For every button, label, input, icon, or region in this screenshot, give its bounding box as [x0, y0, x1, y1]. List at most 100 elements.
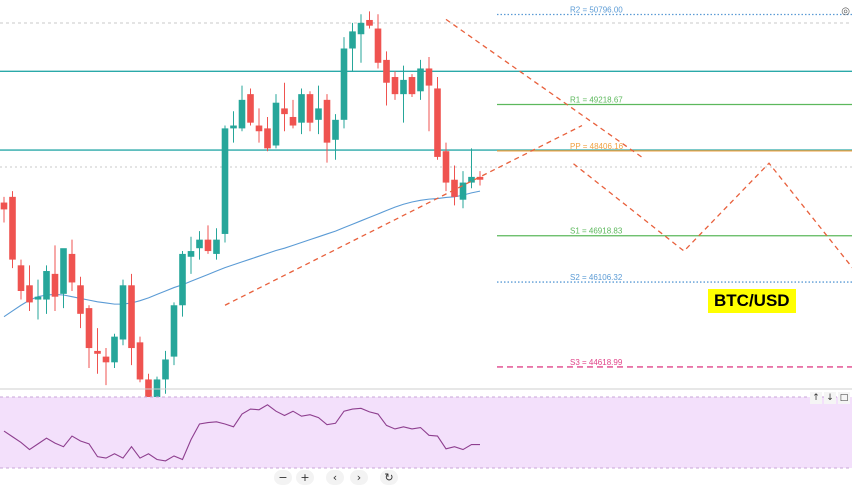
candle-body — [417, 68, 424, 92]
settings-icon[interactable]: ◎ — [841, 6, 850, 17]
candle — [221, 125, 229, 243]
candle — [111, 333, 118, 369]
candle-body — [60, 248, 67, 294]
candle — [162, 350, 169, 394]
candle-body — [111, 336, 118, 363]
candle-body — [170, 305, 178, 357]
candle — [417, 59, 424, 100]
candle-body — [306, 94, 314, 123]
candle — [264, 116, 271, 152]
candle — [383, 51, 390, 106]
candle — [43, 265, 50, 314]
candle-body — [434, 88, 441, 157]
reset-chart-button[interactable]: ↻ — [380, 470, 398, 485]
candle-body — [17, 265, 25, 291]
candle — [85, 305, 93, 369]
candle — [26, 265, 33, 311]
candle-body — [94, 350, 101, 354]
candle — [332, 114, 339, 160]
candle-body — [425, 68, 433, 86]
candle — [213, 228, 220, 260]
moving-average-line — [3, 190, 481, 318]
candle — [400, 65, 407, 123]
candle — [187, 236, 195, 274]
candle — [323, 94, 331, 163]
zoom-in-button[interactable]: + — [296, 470, 314, 485]
candle-body — [340, 48, 348, 120]
candle-body — [153, 379, 161, 406]
candle-body — [374, 28, 382, 63]
candle — [238, 85, 246, 132]
candle-body — [136, 342, 144, 380]
candle-body — [383, 59, 390, 83]
candle — [434, 77, 441, 160]
candle — [94, 328, 101, 374]
price-pane: R2 = 50796.00 R1 = 49218.67 PP = 48406.16 S… — [0, 5, 852, 411]
candle — [451, 165, 458, 206]
candle — [408, 74, 416, 97]
rsi-line — [3, 404, 480, 462]
candle — [272, 94, 280, 149]
pivot-label-s1: S1 = 46918.83 — [570, 227, 623, 236]
candle-body — [408, 77, 416, 95]
candle-body — [51, 273, 59, 297]
candle-body — [451, 179, 458, 197]
candle — [119, 279, 127, 346]
candle-body — [272, 102, 280, 146]
candle-body — [323, 99, 331, 143]
pane-maximize-button[interactable]: □ — [838, 392, 850, 404]
candle-body — [26, 285, 33, 303]
candle — [468, 148, 475, 189]
candle-body — [213, 239, 220, 254]
pivot-label-r1: R1 = 49218.67 — [570, 95, 623, 104]
rsi-pane — [0, 388, 852, 469]
candle — [247, 88, 254, 126]
pane-down-button[interactable]: ↓ — [824, 392, 836, 404]
pair-label: BTC/USD — [708, 289, 796, 313]
candle — [102, 348, 110, 386]
candle-body — [145, 379, 152, 403]
candle-body — [238, 99, 246, 129]
candle — [230, 111, 237, 143]
candle-body — [476, 176, 484, 180]
candle-body — [102, 356, 110, 363]
candle — [60, 248, 67, 309]
candle-body — [204, 239, 212, 252]
candle-body — [255, 125, 263, 132]
candle — [366, 11, 373, 29]
projected-path — [573, 162, 852, 269]
candle — [281, 82, 288, 132]
pivot-label-s3: S3 = 44618.99 — [570, 358, 623, 367]
candle — [289, 99, 297, 129]
candle — [476, 171, 484, 186]
pane-up-button[interactable]: ↑ — [810, 392, 822, 404]
candle-body — [264, 128, 271, 149]
candle-body — [221, 128, 229, 234]
candle-body — [298, 94, 305, 123]
candle-body — [68, 253, 76, 283]
candle — [340, 37, 348, 129]
candle — [51, 245, 59, 311]
candle-body — [43, 271, 50, 300]
candle-body — [34, 296, 42, 300]
candle — [255, 108, 263, 143]
candle — [315, 85, 322, 135]
candle-body — [77, 285, 84, 314]
candle — [68, 239, 76, 291]
candle-body — [459, 182, 467, 200]
candle — [34, 279, 42, 320]
scroll-right-button[interactable]: › — [350, 470, 368, 485]
candle — [128, 273, 135, 366]
candle — [77, 276, 84, 329]
candle-body — [357, 22, 365, 35]
candle — [204, 225, 212, 254]
candle — [0, 196, 8, 223]
candle-body — [162, 359, 169, 380]
candle — [391, 71, 399, 100]
candle-body — [281, 108, 288, 115]
candle-body — [332, 119, 339, 140]
candle-body — [247, 94, 254, 123]
scroll-left-button[interactable]: ‹ — [326, 470, 344, 485]
zoom-out-button[interactable]: − — [274, 470, 292, 485]
